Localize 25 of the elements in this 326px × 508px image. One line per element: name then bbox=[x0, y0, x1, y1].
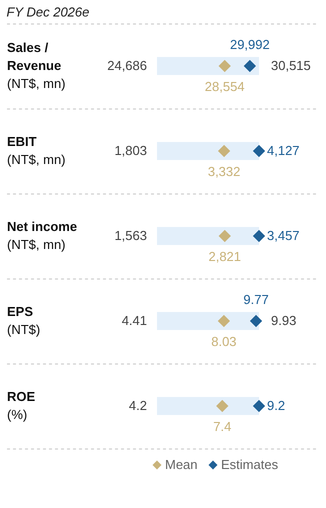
data-label: 4,127 bbox=[267, 143, 300, 158]
data-label: 4.2 bbox=[128, 398, 147, 413]
data-label: 1,803 bbox=[114, 143, 147, 158]
data-label: 9.2 bbox=[267, 398, 286, 413]
data-label: 3,332 bbox=[208, 164, 240, 179]
data-label: 9.77 bbox=[243, 292, 269, 307]
category-label: EPS (NT$) bbox=[7, 304, 40, 337]
data-label: 3,457 bbox=[267, 228, 300, 243]
data-label: 9.93 bbox=[271, 313, 296, 328]
category-label: EBIT (NT$, mn) bbox=[7, 134, 66, 167]
data-label: 7.4 bbox=[213, 419, 232, 434]
category-label: Sales / Revenue (NT$, mn) bbox=[7, 40, 66, 91]
data-label: 2,821 bbox=[208, 249, 242, 264]
text: FY Dec 2026e bbox=[6, 4, 90, 20]
data-label: 28,554 bbox=[204, 79, 245, 94]
data-label: 8.03 bbox=[211, 334, 237, 349]
data-label: 4.41 bbox=[122, 313, 147, 328]
data-label: 29,992 bbox=[230, 37, 270, 52]
category-label: ROE (%) bbox=[7, 389, 36, 422]
legend-label: Mean bbox=[165, 457, 198, 472]
data-label: 30,515 bbox=[271, 58, 311, 73]
category-label: Net income (NT$, mn) bbox=[7, 219, 78, 252]
legend-label: Estimates bbox=[221, 457, 279, 472]
data-label: 24,686 bbox=[107, 58, 147, 73]
data-label: 1,563 bbox=[114, 228, 147, 243]
